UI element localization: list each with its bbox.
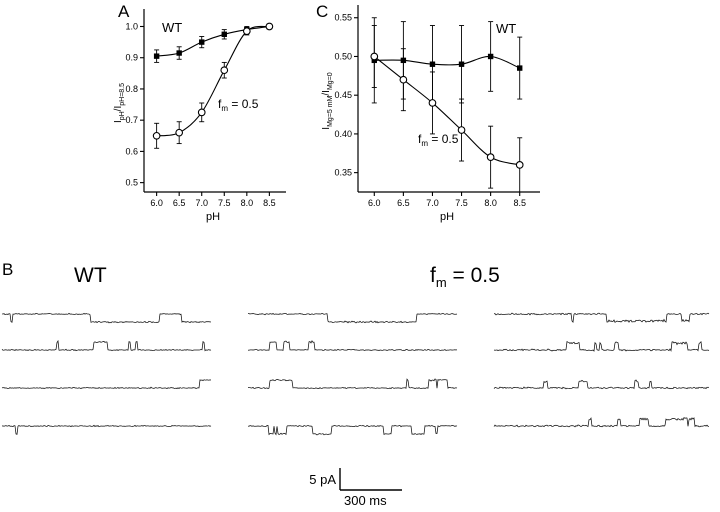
svg-text:1.0: 1.0 (125, 21, 138, 31)
center-traces-row-3 (247, 378, 458, 390)
svg-text:7.5: 7.5 (218, 198, 231, 208)
panel-a-axes (143, 9, 286, 193)
panel-a-chart: 0.5 0.6 0.7 0.8 0.9 1.0 6.0 6.5 7.0 7.5 8.0 8.5 pH Ip… (113, 9, 286, 223)
wt-traces-row-2 (1, 339, 212, 352)
center-traces-row-4 (247, 424, 458, 436)
svg-text:0.5: 0.5 (125, 178, 138, 188)
svg-text:8.5: 8.5 (513, 198, 526, 208)
wt-traces-row-4 (1, 424, 212, 435)
panel-a-ylabel: IpH/IpH=8.5 (113, 83, 126, 123)
trace-column-fm (493, 312, 710, 428)
panel-a-xlabel: pH (206, 211, 220, 223)
svg-text:6.5: 6.5 (397, 198, 410, 208)
svg-text:0.50: 0.50 (334, 51, 352, 61)
panel-b-label: B (2, 260, 14, 279)
panel-c-axes (357, 5, 540, 193)
panel-c-label: C (316, 2, 329, 21)
panel-a-label: A (118, 2, 130, 21)
svg-text:8.5: 8.5 (263, 198, 276, 208)
svg-text:0.55: 0.55 (334, 13, 352, 23)
svg-text:0.45: 0.45 (334, 90, 352, 100)
center-traces-row-2 (247, 340, 458, 352)
svg-text:8.0: 8.0 (484, 198, 497, 208)
svg-text:0.9: 0.9 (125, 53, 138, 63)
svg-text:7.0: 7.0 (426, 198, 439, 208)
scale-bar: 5 pA 300 ms (309, 468, 402, 508)
fm-traces-row-4 (493, 416, 710, 428)
wt-column-heading: WT (74, 264, 107, 287)
wt-traces-row-3 (1, 379, 212, 390)
svg-text:0.35: 0.35 (334, 168, 352, 178)
scalebar-time-label: 300 ms (344, 493, 387, 508)
panel-a-annotation-0: WT (162, 20, 182, 35)
fm-traces-row-2 (493, 340, 710, 352)
svg-text:6.5: 6.5 (173, 198, 186, 208)
svg-text:8.0: 8.0 (241, 198, 254, 208)
panel-c-xlabel: pH (440, 211, 454, 223)
panel-a-annotation-1: fm = 0.5 (218, 97, 259, 113)
fm-traces-row-1 (493, 312, 710, 323)
panel-c-series-1 (370, 25, 524, 193)
svg-text:6.0: 6.0 (150, 198, 163, 208)
panel-c-ticks: 0.35 0.40 0.45 0.50 0.55 6.0 6.5 7.0 7.5 8.0 8.5 (334, 13, 526, 208)
svg-text:6.0: 6.0 (368, 198, 381, 208)
panel-c-chart: 0.35 0.40 0.45 0.50 0.55 6.0 6.5 7.0 7.5 8.0 8.5 pH… (321, 5, 540, 223)
panel-a-ticks: 0.5 0.6 0.7 0.8 0.9 1.0 6.0 6.5 7.0 7.5 8.0 8.5 (125, 21, 275, 208)
fm-heading-base: f (430, 264, 436, 287)
trace-column-center (247, 312, 458, 436)
panel-c-annotation-0: WT (496, 21, 516, 36)
scalebar-current-label: 5 pA (309, 472, 336, 487)
fm-heading-sub: m (435, 275, 447, 291)
panel-c-annotation-1: fm = 0.5 (418, 132, 459, 148)
panel-c-ylabel: IMg=5 mM/IMg=0 (321, 72, 334, 129)
svg-text:0.40: 0.40 (334, 129, 352, 139)
svg-text:0.6: 0.6 (125, 146, 138, 156)
svg-text:0.7: 0.7 (125, 115, 138, 125)
panel-a-series-1 (152, 22, 274, 149)
trace-column-wt (1, 312, 212, 435)
fm-heading-rest: = 0.5 (446, 264, 500, 287)
svg-text:7.0: 7.0 (195, 198, 208, 208)
svg-text:0.8: 0.8 (125, 84, 138, 94)
wt-traces-row-1 (1, 312, 212, 324)
fm-traces-row-3 (493, 379, 710, 390)
fm-column-heading: fm = 0.5 (430, 264, 500, 290)
center-traces-row-1 (247, 312, 458, 324)
svg-text:7.5: 7.5 (455, 198, 468, 208)
